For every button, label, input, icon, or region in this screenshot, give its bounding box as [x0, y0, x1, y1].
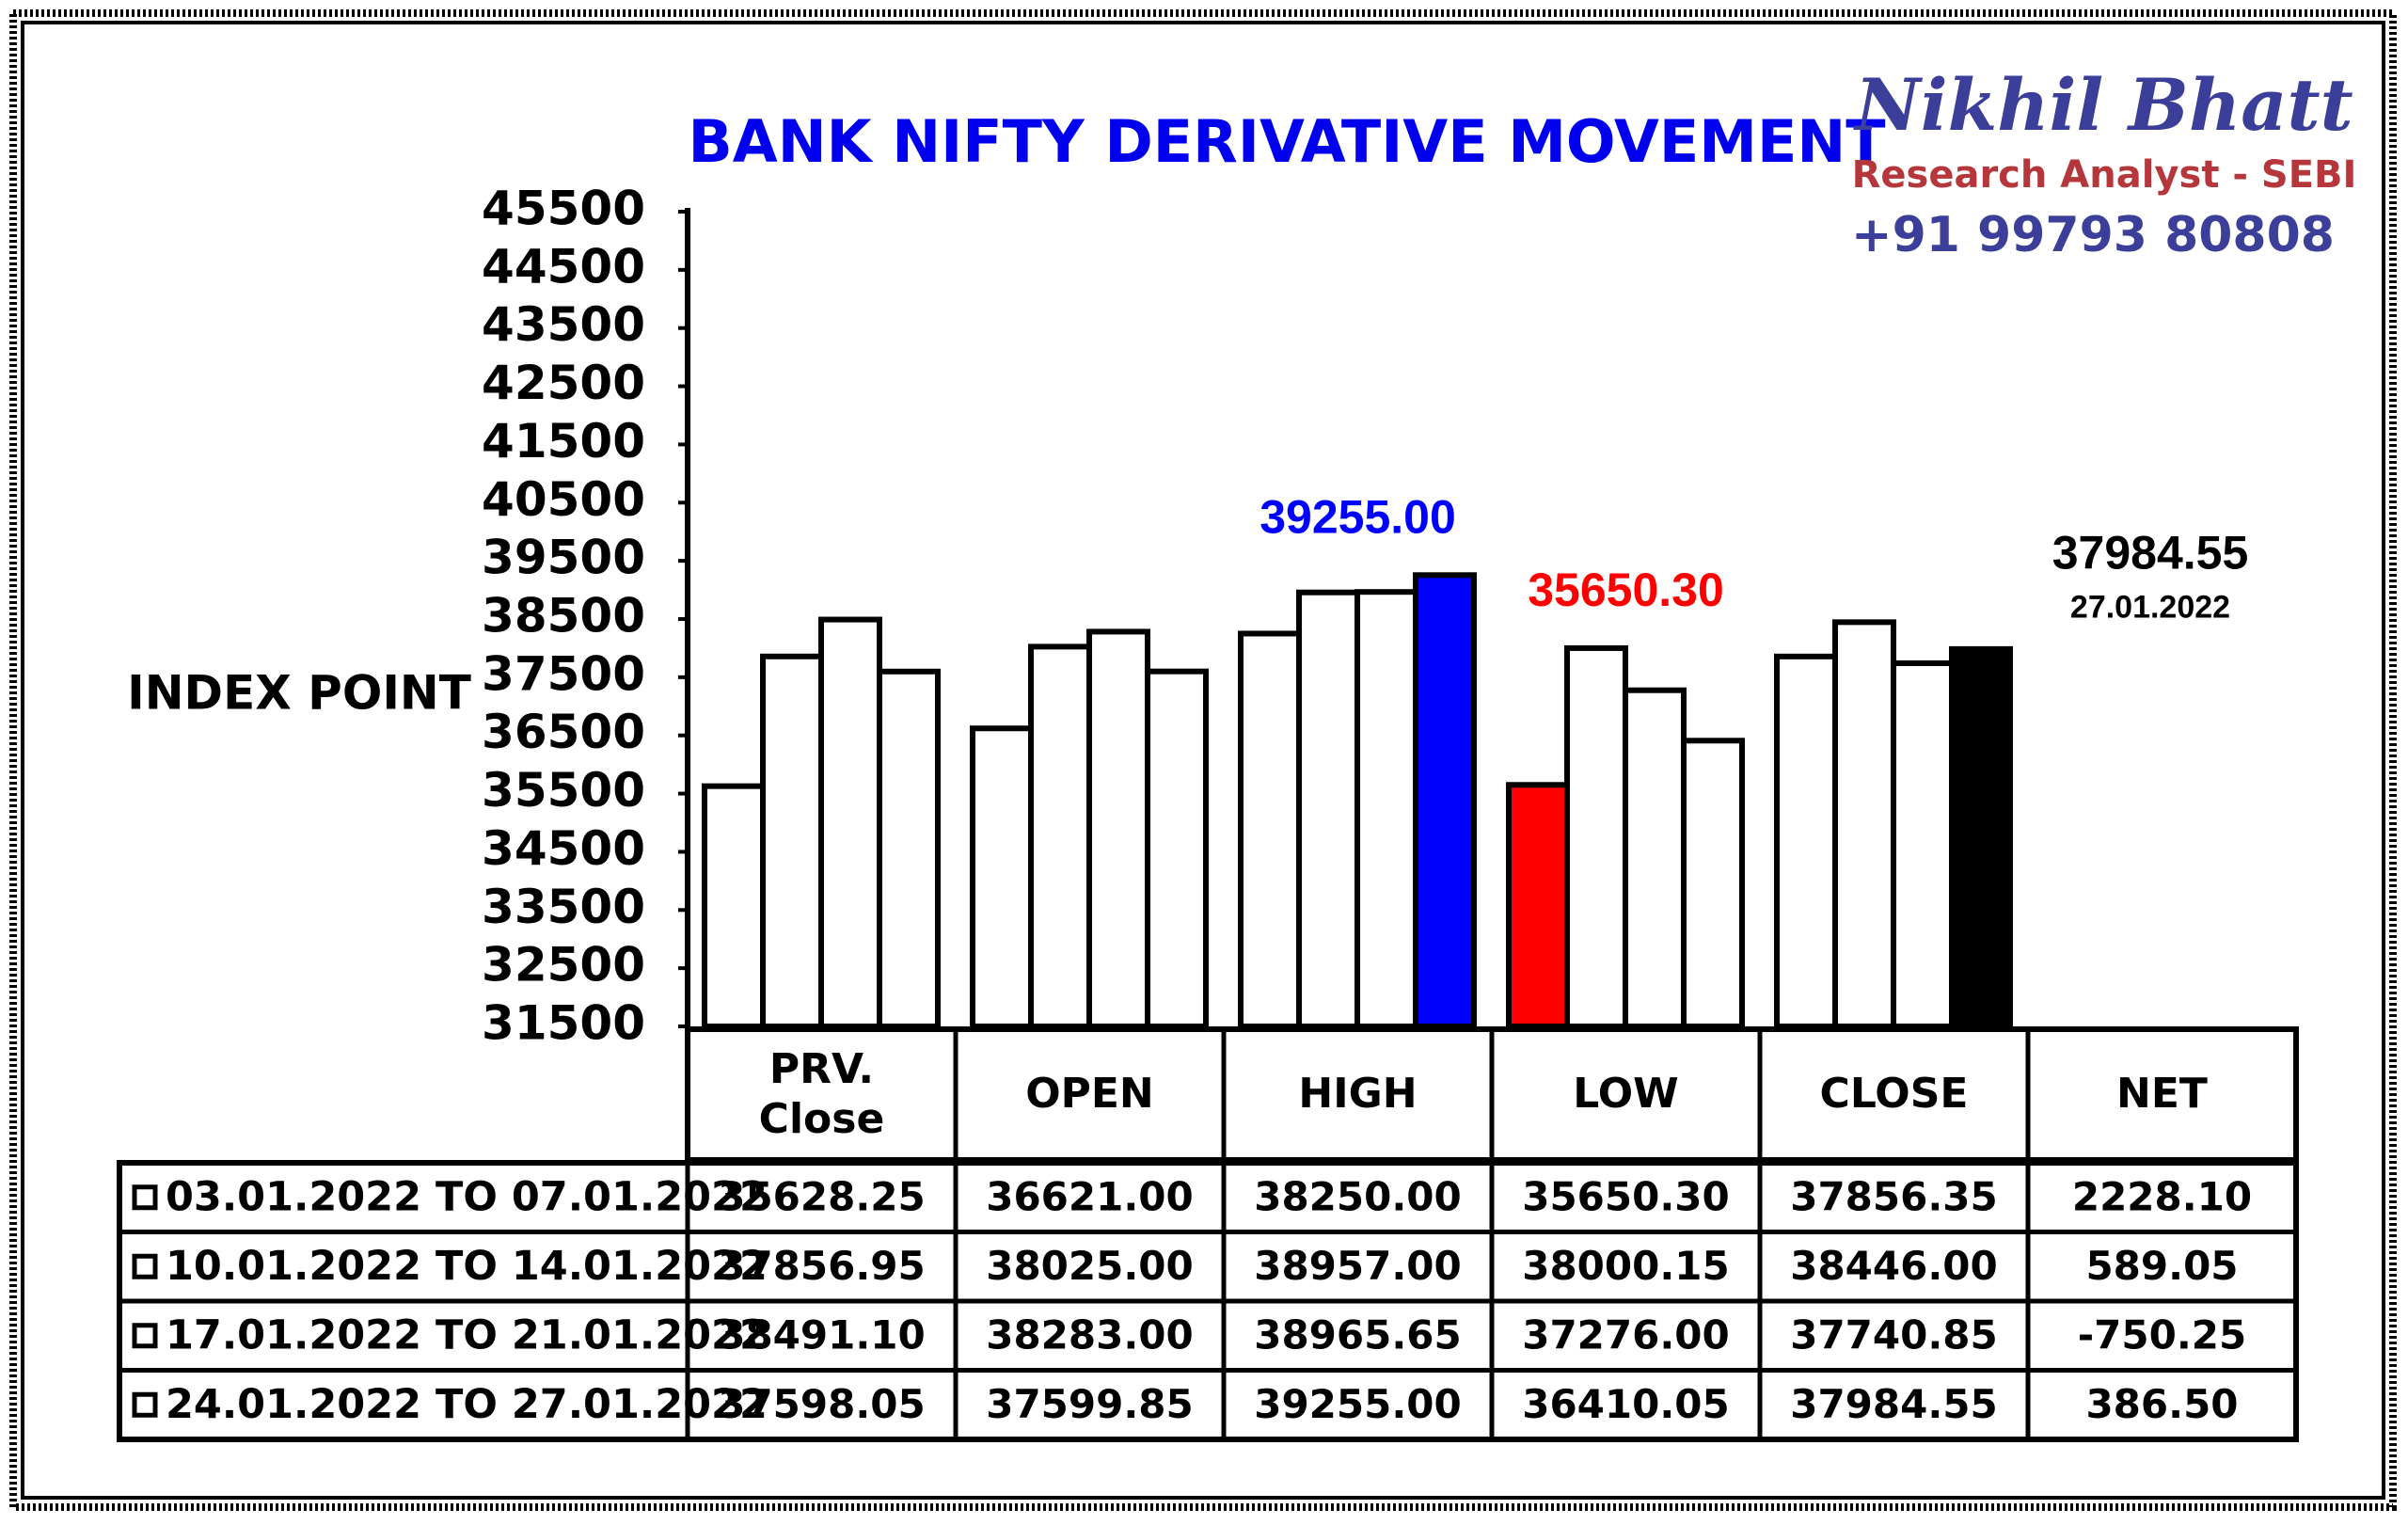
column-header-text: PRV. Close: [758, 1044, 885, 1143]
column-header: OPEN: [956, 1029, 1224, 1160]
y-tick-label: 35500: [482, 763, 645, 818]
bar: [877, 668, 941, 1029]
row-label: 24.01.2022 TO 27.01.2022: [166, 1381, 768, 1428]
y-tick-label: 42500: [482, 356, 645, 410]
table-cell: -750.25: [2078, 1311, 2247, 1358]
table-cell: 36621.00: [986, 1173, 1194, 1219]
column-header-text: NET: [2116, 1070, 2208, 1119]
value-label: 37984.55: [2052, 527, 2249, 580]
table-cell: 38250.00: [1254, 1173, 1462, 1219]
column-header: LOW: [1492, 1029, 1760, 1160]
bar: [1774, 653, 1838, 1029]
y-tick-label: 36500: [482, 705, 645, 759]
legend-swatch: [132, 1184, 158, 1211]
brand-role: Research Analyst - SEBI: [1852, 153, 2357, 197]
table-cell: 589.05: [2085, 1243, 2238, 1289]
y-tick-label: 34500: [482, 821, 645, 876]
table-cell: 2228.10: [2072, 1173, 2252, 1219]
y-tick-label: 31500: [482, 996, 645, 1051]
table-cell: 38446.00: [1790, 1243, 1998, 1289]
row-label: 17.01.2022 TO 21.01.2022: [166, 1311, 768, 1358]
table-cell: 37984.55: [1790, 1381, 1998, 1427]
table-cell: 37740.85: [1790, 1311, 1998, 1358]
bar: [1949, 645, 2013, 1029]
table-cell: 386.50: [2085, 1381, 2238, 1427]
bar: [1564, 644, 1628, 1030]
column-header: NET: [2028, 1029, 2296, 1160]
table-cell: 38491.10: [718, 1311, 926, 1358]
table-cell: 35650.30: [1522, 1173, 1730, 1219]
table-cell: 38000.15: [1522, 1243, 1730, 1289]
y-tick-label: 32500: [482, 938, 645, 993]
bar: [970, 725, 1034, 1029]
column-header-text: OPEN: [1025, 1070, 1154, 1119]
bar: [818, 616, 882, 1029]
column-header: PRV. Close: [688, 1029, 956, 1160]
y-tick-label: 43500: [482, 297, 645, 352]
table-cell: 38283.00: [986, 1311, 1194, 1358]
value-label: 39255.00: [1259, 491, 1456, 544]
column-header-text: CLOSE: [1819, 1070, 1969, 1119]
bar: [1506, 782, 1570, 1029]
legend-swatch: [132, 1323, 158, 1349]
y-tick-label: 40500: [482, 472, 645, 527]
brand-phone: +91 99793 80808: [1851, 207, 2335, 263]
bar: [1145, 668, 1209, 1030]
y-tick-label: 45500: [482, 182, 645, 236]
annotation: 27.01.2022: [2070, 589, 2230, 625]
bar: [702, 783, 766, 1029]
bar: [1028, 643, 1092, 1029]
bar: [1296, 589, 1360, 1029]
y-tick-label: 37500: [482, 646, 645, 701]
bar: [1891, 659, 1955, 1029]
bar: [1354, 589, 1418, 1029]
bar: [1413, 572, 1477, 1029]
table-cell: 37856.95: [718, 1243, 926, 1289]
table-cell: 37599.85: [986, 1381, 1194, 1427]
row-label: 10.01.2022 TO 14.01.2022: [166, 1243, 768, 1290]
table-cell: 37598.05: [718, 1381, 926, 1427]
column-header-text: HIGH: [1298, 1070, 1418, 1119]
outer-border: [9, 9, 2397, 1511]
table-cell: 37856.35: [1790, 1173, 1998, 1219]
bar: [1832, 619, 1896, 1029]
column-header: CLOSE: [1760, 1029, 2028, 1160]
value-label: 35650.30: [1528, 564, 1724, 616]
bar: [760, 653, 824, 1029]
inner-border: [21, 21, 2385, 1500]
bar: [1086, 628, 1150, 1029]
chart-title: BANK NIFTY DERIVATIVE MOVEMENT: [689, 107, 1886, 176]
row-label: 03.01.2022 TO 07.01.2022: [166, 1173, 768, 1220]
legend-swatch: [132, 1391, 158, 1418]
table-cell: 37276.00: [1522, 1311, 1730, 1358]
y-tick-label: 39500: [482, 531, 645, 585]
table-cell: 39255.00: [1254, 1381, 1462, 1427]
table-cell: 36410.05: [1522, 1381, 1730, 1427]
brand-name: Nikhil Bhatt: [1853, 63, 2353, 147]
bar: [1238, 630, 1302, 1029]
legend-swatch: [132, 1253, 158, 1279]
y-tick-label: 41500: [482, 414, 645, 469]
y-tick-label: 38500: [482, 589, 645, 643]
bar: [1623, 687, 1687, 1029]
column-header-text: LOW: [1573, 1070, 1679, 1119]
column-header: HIGH: [1224, 1029, 1492, 1160]
table-cell: 38965.65: [1254, 1311, 1462, 1358]
y-tick-label: 44500: [482, 239, 645, 294]
table-cell: 35628.25: [718, 1173, 926, 1219]
y-tick-label: 33500: [482, 880, 645, 934]
bar: [1681, 738, 1745, 1029]
table-cell: 38025.00: [986, 1243, 1194, 1289]
table-cell: 38957.00: [1254, 1243, 1462, 1289]
y-axis-label: INDEX POINT: [127, 666, 471, 721]
